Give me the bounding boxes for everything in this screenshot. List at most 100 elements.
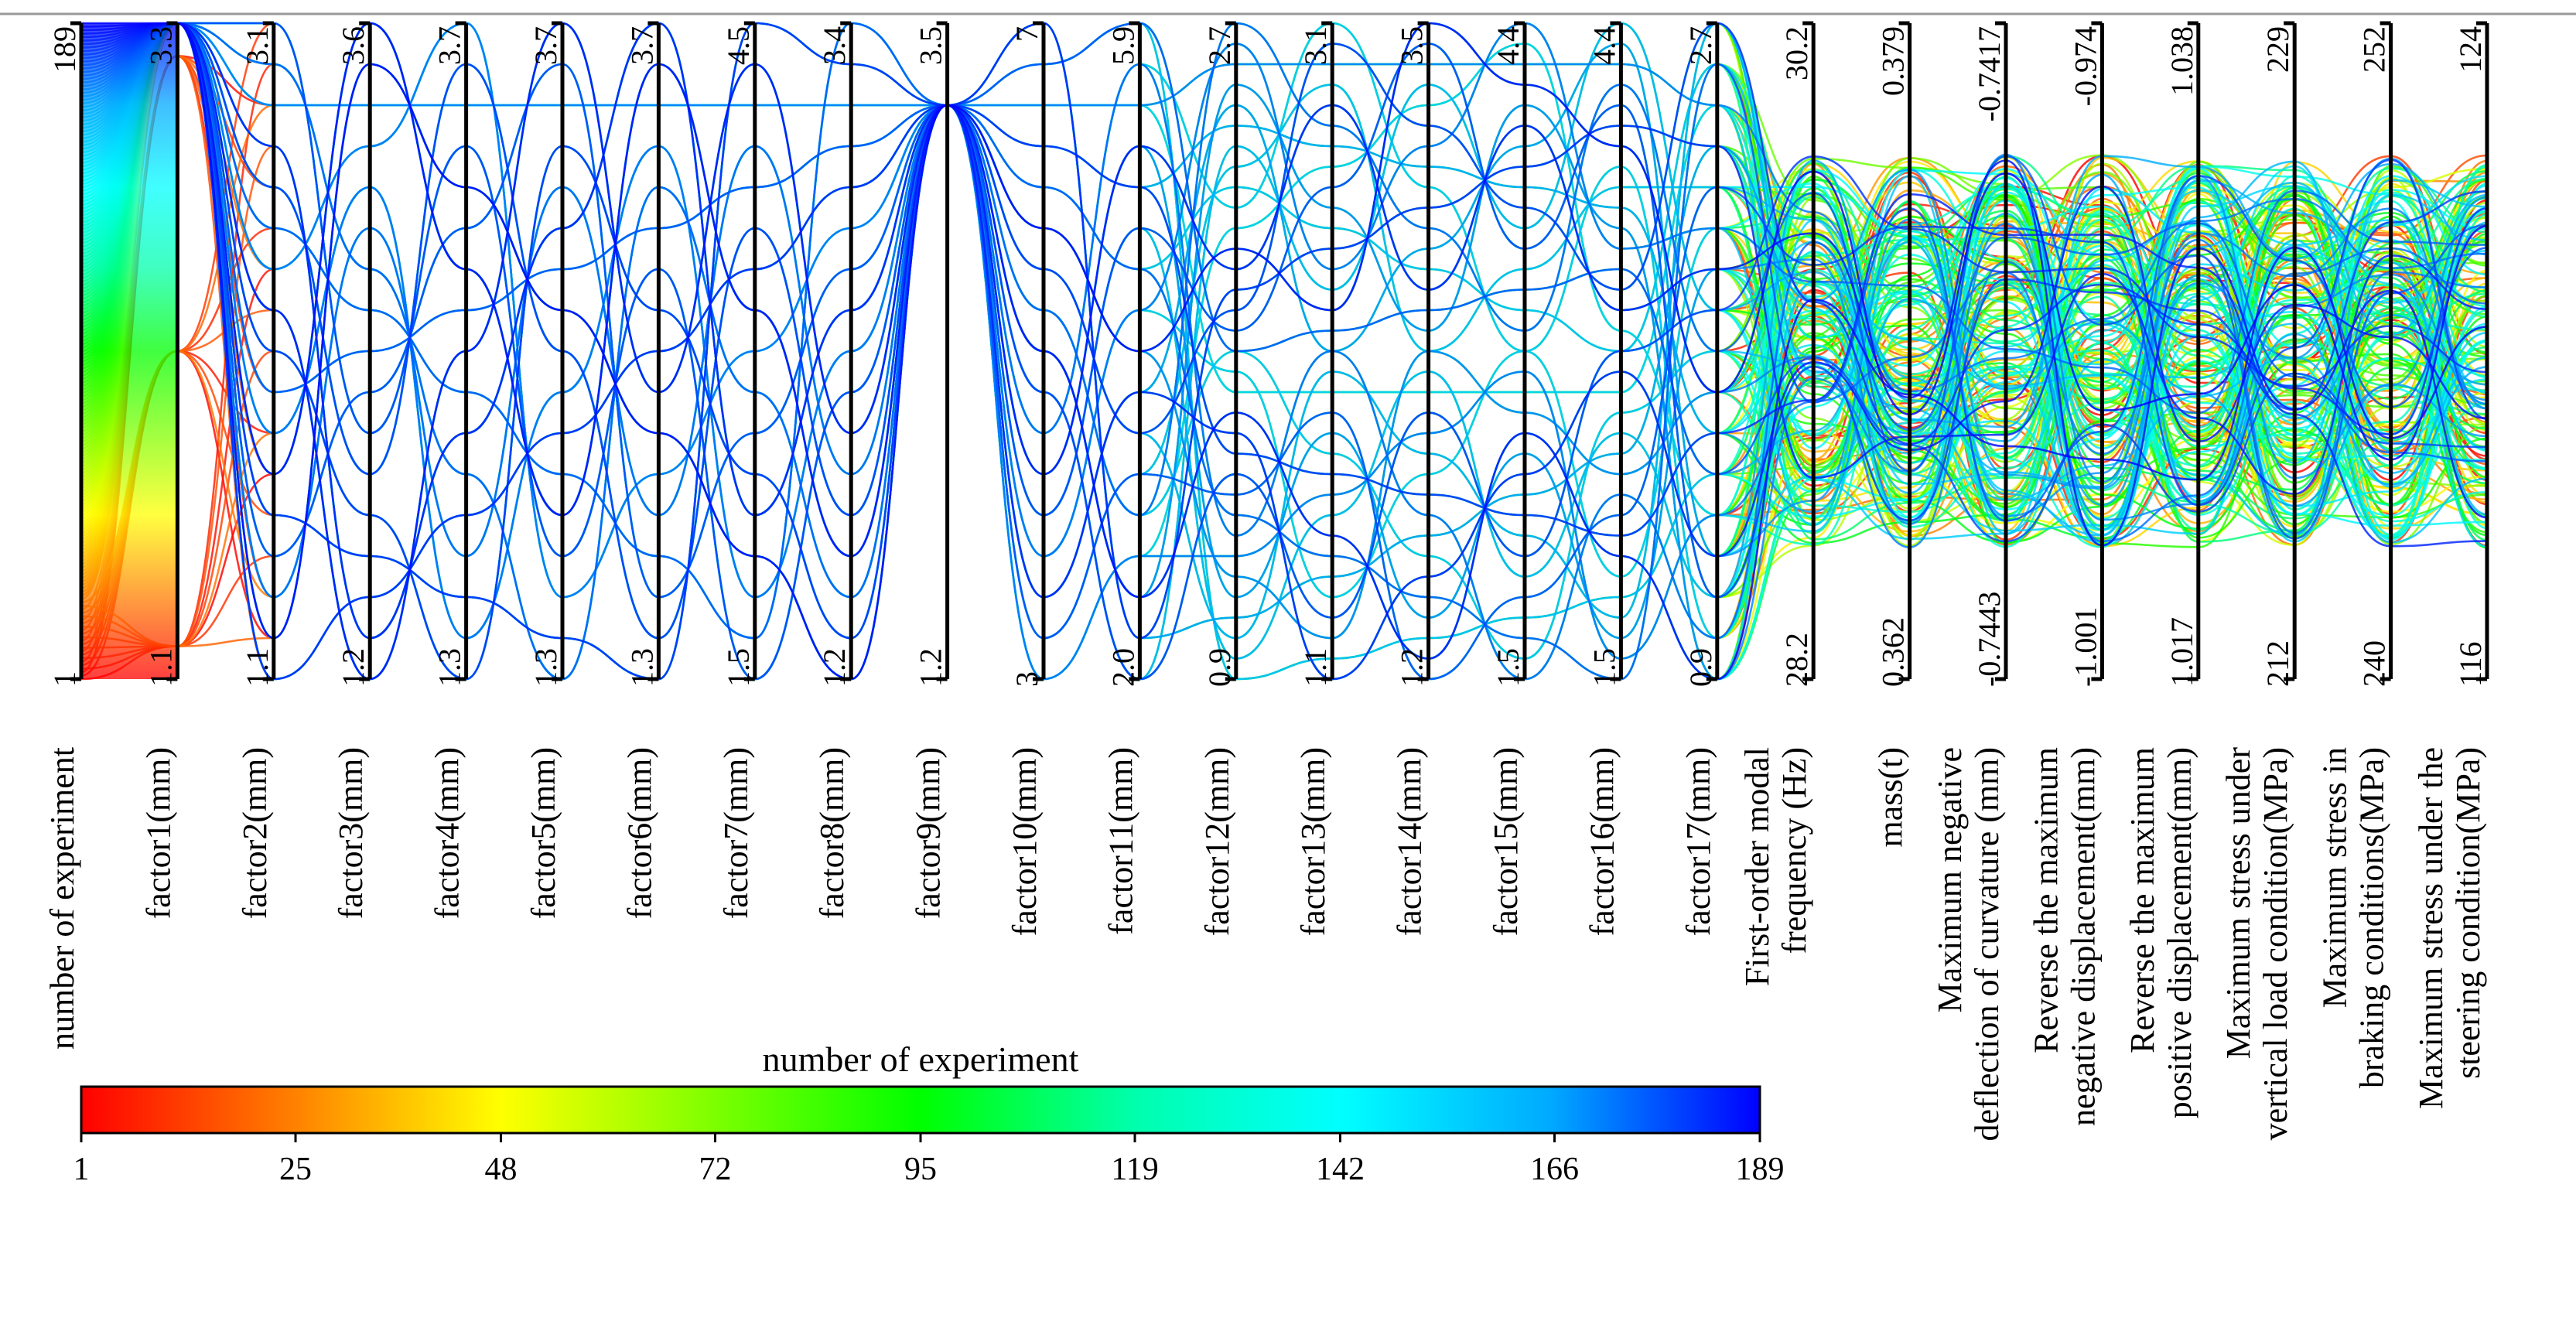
experiment-line xyxy=(80,22,2488,681)
axis-title: First-order modal xyxy=(1738,747,1776,986)
axis-min-label: 0.362 xyxy=(1876,617,1911,687)
axis-15: 3.5 1.2 factor14(mm) xyxy=(1391,21,1431,936)
axis-1: 189 1 number of experiment xyxy=(43,21,84,1050)
axis-min-label: 3 xyxy=(1010,671,1044,687)
axis-8: 4.5 1.5 factor7(mm) xyxy=(717,21,757,919)
axis-title: factor2(mm) xyxy=(236,747,274,919)
axis-title: Maximum stress under the xyxy=(2412,747,2450,1109)
experiment-line xyxy=(80,22,2488,681)
axis-max-label: 7 xyxy=(1010,26,1044,42)
axis-5: 3.7 1.3 factor4(mm) xyxy=(429,21,469,919)
axis-min-label: 2.0 xyxy=(1105,648,1140,687)
axis-max-label: 2.7 xyxy=(1683,26,1718,65)
axis-max-label: 1.038 xyxy=(2164,26,2199,96)
axis-title: factor15(mm) xyxy=(1487,747,1525,936)
axis-25: 252 240 Maximum stress in braking condition… xyxy=(2316,21,2393,1088)
axis-min-label: 1.5 xyxy=(1491,648,1525,687)
axis-min-label: 1.1 xyxy=(143,648,178,687)
axis-title: steering condition(MPa) xyxy=(2449,747,2487,1079)
axis-min-label: 116 xyxy=(2453,641,2488,687)
experiment-line xyxy=(80,22,2488,667)
axis-11: 7 3 factor10(mm) xyxy=(1006,21,1046,936)
axis-min-label: 1.2 xyxy=(817,648,852,687)
axis-min-label: 1.3 xyxy=(528,648,563,687)
axis-title: factor14(mm) xyxy=(1391,747,1429,936)
axis-3: 3.1 1.1 factor2(mm) xyxy=(236,21,276,919)
axis-min-label: 1.2 xyxy=(336,648,371,687)
axis-title: factor3(mm) xyxy=(332,747,370,919)
colorbar-tick-label: 119 xyxy=(1111,1152,1158,1187)
axis-title: factor17(mm) xyxy=(1679,747,1717,936)
axis-title: vertical load condition(MPa) xyxy=(2257,747,2294,1140)
axis-title: factor12(mm) xyxy=(1198,747,1236,936)
experiment-line xyxy=(80,22,2488,681)
axis-20: 0.379 0.362 mass(t) xyxy=(1872,21,1912,848)
axis-title: factor11(mm) xyxy=(1102,747,1139,935)
axis-max-label: 4.4 xyxy=(1491,26,1525,65)
experiment-line xyxy=(80,22,2488,543)
axis-min-label: 1.2 xyxy=(914,648,948,687)
axis-min-label: 1.2 xyxy=(1395,648,1430,687)
axis-min-label: 1.3 xyxy=(432,648,467,687)
axis-min-label: 1.3 xyxy=(624,648,659,687)
axis-title: factor16(mm) xyxy=(1583,747,1621,936)
axis-title: factor9(mm) xyxy=(910,747,948,919)
axis-24: 229 212 Maximum stress under vertical load … xyxy=(2219,21,2297,1140)
experiment-line xyxy=(80,22,2488,681)
axis-title: negative displacement(mm) xyxy=(2064,747,2102,1126)
axis-max-label: 3.3 xyxy=(143,26,178,65)
axis-title: frequency (Hz) xyxy=(1775,747,1813,954)
axis-max-label: 3.1 xyxy=(1298,26,1333,65)
axis-2: 3.3 1.1 factor1(mm) xyxy=(139,21,179,919)
experiment-line xyxy=(80,22,2488,681)
axis-max-label: 0.379 xyxy=(1876,26,1911,96)
polylines-layer xyxy=(80,22,2488,681)
axis-max-label: -0.974 xyxy=(2068,26,2103,106)
axis-min-label: 1.017 xyxy=(2164,617,2199,687)
axis-title: Reverse the maximum xyxy=(2123,747,2161,1053)
axis-23: 1.038 1.017 Reverse the maximum positive di… xyxy=(2123,21,2201,1118)
axis-21: -0.7417 -0.7443 Maximum negative deflection… xyxy=(1931,21,2008,1141)
axis-title: braking conditions(MPa) xyxy=(2353,747,2391,1088)
colorbar-tick-label: 1 xyxy=(73,1152,90,1187)
axis-max-label: 4.5 xyxy=(721,26,756,65)
axis-18: 2.7 0.9 factor17(mm) xyxy=(1679,21,1720,936)
colorbar-tick-label: 25 xyxy=(279,1152,312,1187)
colorbar-tick-label: 189 xyxy=(1736,1152,1785,1187)
colorbar-tick-label: 72 xyxy=(699,1152,732,1187)
axis-max-label: 229 xyxy=(2260,26,2295,73)
axis-9: 3.4 1.2 factor8(mm) xyxy=(813,21,853,919)
axis-title: Maximum negative xyxy=(1931,747,1969,1012)
experiment-gradient-strip xyxy=(81,23,178,679)
axis-max-label: 30.2 xyxy=(1779,26,1814,80)
axis-26: 124 116 Maximum stress under the steering c… xyxy=(2412,21,2489,1109)
experiment-line xyxy=(80,22,2488,681)
axis-19: 30.2 28.2 First-order modal frequency (Hz) xyxy=(1738,21,1816,986)
axes-layer: 189 1 number of experiment 3.3 1.1 factor1(mm… xyxy=(43,21,2489,1141)
number-of-experiment-strip xyxy=(81,23,178,679)
colorbar-gradient xyxy=(80,1085,1761,1135)
axis-min-label: -0.7443 xyxy=(1972,592,2007,687)
axis-6: 3.7 1.3 factor5(mm) xyxy=(524,21,565,919)
axis-title: factor4(mm) xyxy=(429,747,466,919)
axis-title: factor8(mm) xyxy=(813,747,851,919)
axis-title: factor10(mm) xyxy=(1006,747,1044,936)
experiment-line xyxy=(80,22,2488,681)
axis-title: number of experiment xyxy=(43,747,81,1050)
colorbar-tick-label: 48 xyxy=(485,1152,518,1187)
axis-max-label: 3.7 xyxy=(528,26,563,65)
axis-4: 3.6 1.2 factor3(mm) xyxy=(332,21,372,919)
axis-title: Reverse the maximum xyxy=(2027,747,2065,1053)
axis-max-label: 3.4 xyxy=(817,26,852,65)
axis-max-label: 2.7 xyxy=(1202,26,1237,65)
axis-title: factor7(mm) xyxy=(717,747,755,919)
axis-max-label: 124 xyxy=(2453,26,2488,73)
experiment-line xyxy=(81,22,2488,681)
axis-min-label: 212 xyxy=(2260,640,2295,687)
experiment-line xyxy=(80,22,2488,681)
axis-max-label: 3.7 xyxy=(624,26,659,65)
axis-16: 4.4 1.5 factor15(mm) xyxy=(1487,21,1527,936)
axis-max-label: 189 xyxy=(47,26,82,73)
axis-max-label: -0.7417 xyxy=(1972,26,2007,121)
